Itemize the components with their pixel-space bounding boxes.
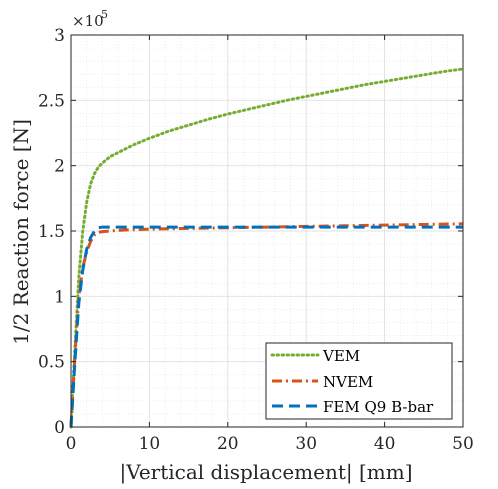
legend: VEM NVEM FEM Q9 B-bar [265,342,453,420]
x-tick-label: 40 [374,434,396,454]
x-axis-title: |Vertical displacement| [mm] [119,460,412,485]
y-tick-label: 1 [54,287,65,307]
x-tick-label: 20 [217,434,239,454]
y-tick-label: 0 [54,418,65,438]
x-tick-label: 0 [66,434,77,454]
x-tick-label: 30 [295,434,317,454]
series-lines [69,67,465,429]
y-multiplier-exponent: 5 [101,8,108,21]
y-tick-label: 0.5 [38,353,65,373]
series-line-nvem [69,222,464,428]
y-tick-label: 2 [54,157,65,177]
series-line-vem [69,67,465,429]
legend-label-vem: VEM [322,347,360,365]
y-axis-title: 1/2 Reaction force [N] [9,119,33,345]
x-tick-label: 10 [139,434,161,454]
y-tick-label: 1.5 [38,222,65,242]
legend-label-fem-q9-b-bar: FEM Q9 B-bar [323,398,434,416]
axis-ticks: 0 10 20 30 40 50 0 0.5 1 1.5 2 2.5 3 [38,26,474,454]
legend-label-nvem: NVEM [323,373,373,391]
y-multiplier-label: ×10 [72,12,104,30]
y-tick-label: 3 [54,26,65,46]
series-line-fem-q9-b-bar [69,225,463,428]
y-tick-label: 2.5 [38,91,65,111]
x-tick-label: 50 [452,434,474,454]
